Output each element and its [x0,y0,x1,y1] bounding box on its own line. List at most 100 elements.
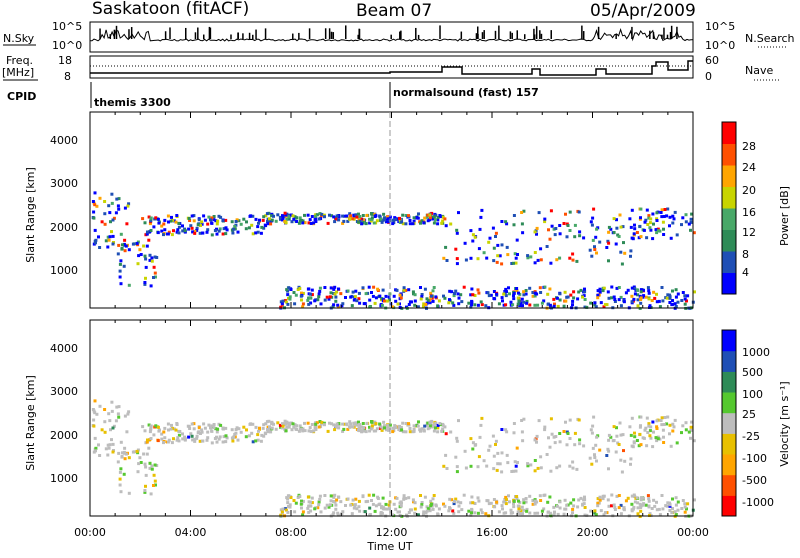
power-cell [436,218,440,222]
power-cell [639,288,643,292]
power-cell [95,204,99,208]
power-cell [447,301,451,305]
power-cell [368,298,372,302]
power-cell [408,219,412,222]
velocity-cell [539,466,543,470]
velocity-cell [607,467,610,471]
velocity-cell [525,509,529,513]
power-cell [181,229,185,233]
power-cell [450,290,454,294]
power-cell [471,293,475,297]
power-cell [624,291,628,295]
power-cell [344,296,347,299]
velocity-cell [649,436,653,440]
power-cell [402,286,406,290]
power-cell [629,225,633,229]
power-cell [564,299,568,303]
velocity-cell [357,420,360,424]
velocity-cell [619,433,623,437]
power-cell [522,209,526,213]
power-cell [284,213,288,217]
power-cell [307,302,311,306]
velocity-cell [578,438,582,442]
power-cell [638,294,642,298]
power-cell [581,295,584,299]
velocity-cell [609,435,613,439]
x-tick-label: 04:00 [175,526,207,539]
power-cell [383,299,386,303]
velocity-cell [423,424,427,428]
power-cell [370,212,373,215]
power-cell [225,228,229,232]
velocity-cell [382,420,386,424]
power-cell [276,213,280,217]
power-cell [349,214,353,218]
power-cell [442,256,446,260]
velocity-cell [573,443,577,447]
power-cell [210,221,214,225]
velocity-cell [531,499,535,502]
power-cell [492,290,496,293]
velocity-cell [172,437,175,441]
velocity-cell [307,510,311,514]
power-cell [507,286,510,290]
velocity-cell [326,429,330,433]
velocity-cell [103,430,107,434]
power-cell [615,218,618,222]
power-colorbar-segment [722,208,736,230]
power-cell [336,303,340,307]
velocity-cell [522,498,526,502]
power-cell [348,212,352,216]
power-cell [533,230,537,234]
freq-unit-label: [MHz] [2,66,34,79]
power-cell [578,230,582,234]
power-cell [97,235,100,239]
power-cell [563,290,567,294]
velocity-cell [457,504,461,508]
power-colorbar-segment [722,165,736,187]
velocity-cell [298,495,302,498]
velocity-cell [106,453,110,457]
velocity-cell [585,513,589,517]
power-cell [354,289,358,293]
power-cell [428,216,432,220]
velocity-cell [419,429,422,433]
power-cell [539,247,543,251]
velocity-cell [555,504,559,508]
velocity-cell [680,507,684,510]
velocity-cell [300,506,303,510]
power-cell [589,301,593,305]
power-cell [383,218,386,222]
power-cell [116,252,120,256]
power-cell [378,214,382,218]
velocity-cell [118,470,122,474]
power-cell [117,243,121,247]
nsearch-label: N.Search [745,32,795,45]
power-cell [505,245,509,249]
velocity-cell [590,462,594,466]
velocity-cell [356,428,360,432]
velocity-cell [370,425,374,429]
velocity-cell [491,434,495,438]
power-cell [300,291,303,295]
nave-tick-high: 60 [705,54,719,67]
power-cell [210,233,214,237]
velocity-cell [535,434,539,438]
velocity-cell [209,426,212,430]
power-cell [434,295,438,299]
power-cell [529,255,533,259]
power-cell [301,221,305,225]
nsearch-tick-high: 10^5 [705,20,735,33]
power-cell [543,285,547,289]
power-cell [558,292,562,296]
velocity-cell [454,497,458,501]
velocity-cell [660,416,664,420]
velocity-cell [543,425,547,429]
power-cell [661,220,665,224]
velocity-cell [651,445,655,449]
power-cell [573,235,577,239]
power-cell [645,236,649,240]
power-cell [596,296,600,300]
velocity-cell [188,427,192,430]
power-cell [516,253,519,256]
